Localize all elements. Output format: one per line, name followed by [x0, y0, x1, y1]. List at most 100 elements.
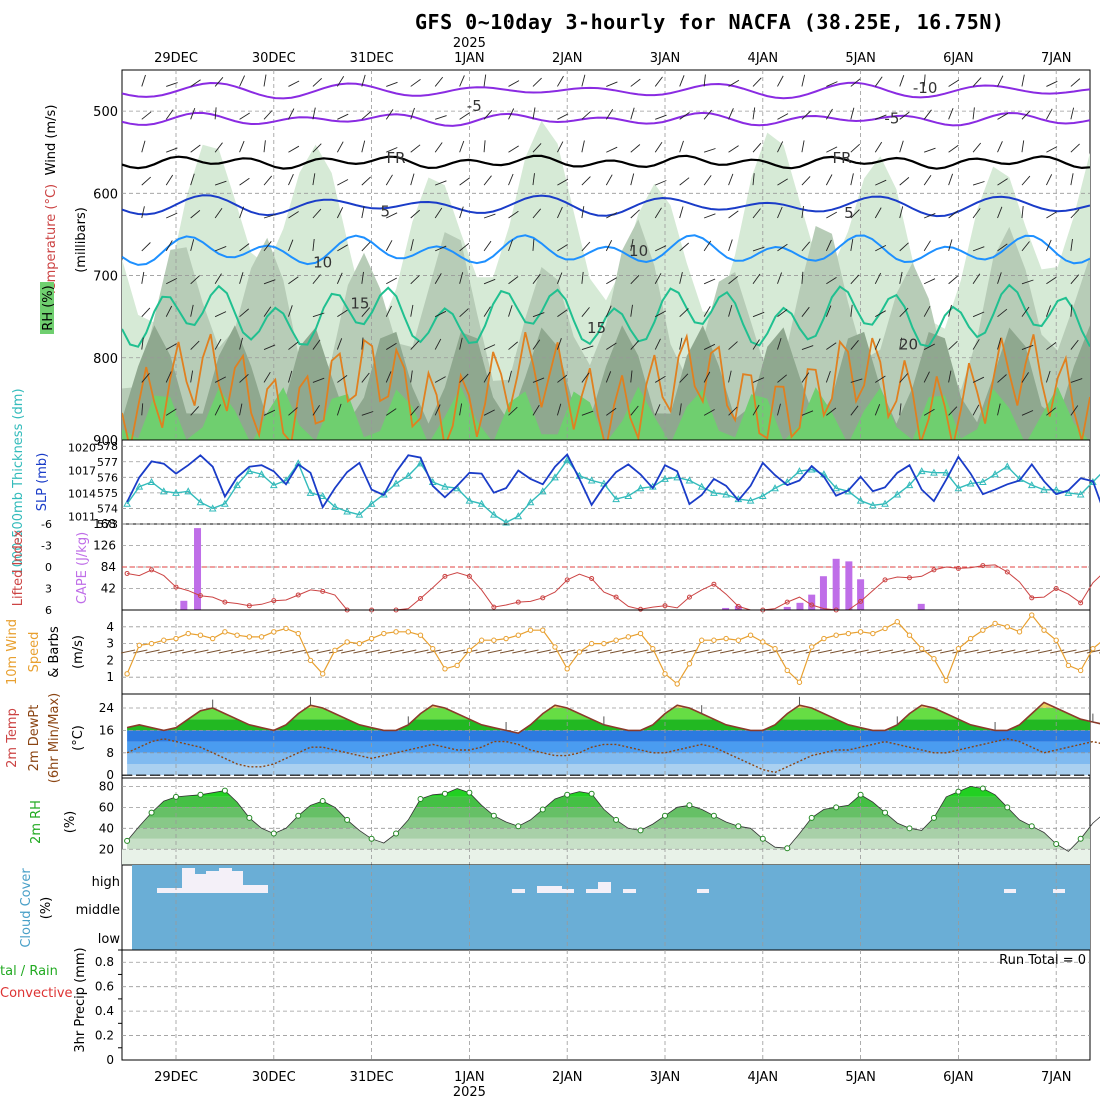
- time-label-bottom: 2JAN: [552, 1070, 583, 1085]
- wind-barb: [1021, 74, 1025, 87]
- time-label-bottom: 3JAN: [650, 1070, 681, 1085]
- wind-barb: [756, 649, 771, 654]
- wind-barb: [1062, 649, 1077, 654]
- chart-title: GFS 0~10day 3-hourly for NACFA (38.25E, …: [415, 10, 1005, 34]
- wind-barb: [1021, 372, 1029, 383]
- wind-barb: [214, 273, 222, 285]
- wind-speed-point: [1041, 627, 1047, 633]
- wind-barb: [206, 649, 221, 654]
- wind-barb: [972, 107, 975, 120]
- wind-barb: [801, 241, 811, 252]
- wind-barb: [508, 239, 514, 252]
- wind-barb: [166, 82, 178, 87]
- wind-barb: [263, 409, 276, 416]
- wind-barb: [385, 174, 393, 186]
- contour-label: 15: [587, 319, 606, 337]
- wind-barb: [654, 76, 663, 87]
- wind-barb: [630, 78, 641, 87]
- wind-barb: [923, 371, 930, 383]
- thickness-point: [685, 476, 694, 484]
- rh-point: [955, 788, 962, 795]
- wind-barb: [361, 74, 366, 87]
- time-label-bottom: 29DEC: [154, 1070, 198, 1085]
- pressure-tick: 500: [93, 105, 118, 120]
- pressure-axis-label: (millibars): [74, 207, 89, 273]
- thickness-series: [126, 459, 1100, 524]
- lifted-index-point: [124, 570, 130, 576]
- wind-barb: [630, 274, 640, 285]
- high-cloud-gap: [697, 889, 709, 893]
- pressure-tick: 700: [93, 270, 118, 285]
- wind-barb: [728, 370, 732, 383]
- wind-speed-point: [442, 666, 448, 672]
- lifted-index-point: [809, 602, 815, 608]
- temp-series: [126, 701, 1100, 735]
- wind-speed-point: [185, 630, 191, 637]
- wind-barb: [336, 76, 345, 87]
- wind-barb: [336, 141, 344, 153]
- wind-barb: [1021, 140, 1025, 153]
- wind-barb: [1046, 108, 1053, 120]
- lifted-index-point: [1053, 586, 1059, 591]
- wind-barb: [361, 241, 371, 252]
- wind-barb: [239, 243, 250, 252]
- wind-barb: [133, 649, 148, 654]
- wind-barb: [972, 339, 980, 350]
- wind-barb: [850, 173, 854, 186]
- wind-barb: [1070, 405, 1079, 416]
- wind-barb: [826, 277, 837, 285]
- wind-barb: [581, 140, 585, 153]
- wind-barb: [361, 372, 370, 383]
- wind-barb: [459, 403, 463, 416]
- wind-barb: [1070, 107, 1075, 120]
- wind-barb: [1013, 649, 1028, 654]
- wind-speed-point: [124, 671, 130, 677]
- wind-barb: [532, 377, 545, 383]
- time-label-bottom: 4JAN: [748, 1070, 779, 1085]
- lifted-index-point: [882, 577, 888, 583]
- wind-tick: 3: [106, 637, 114, 651]
- wind-barb: [214, 77, 224, 87]
- wind-barb: [548, 649, 564, 654]
- rh-point: [368, 835, 375, 842]
- rh-point: [490, 812, 497, 819]
- wind-barb: [654, 273, 662, 284]
- wind-speed-point: [955, 645, 962, 652]
- wind-axis-label: 10m Wind: [5, 619, 20, 685]
- cloud-level-middle: middle: [76, 903, 120, 918]
- temp-contour-5: [122, 194, 1090, 218]
- thickness-point: [404, 471, 413, 479]
- rh-band: [127, 786, 1090, 797]
- wind-speed-point: [271, 629, 277, 635]
- time-label-top: 1JAN: [454, 51, 485, 66]
- wind-barb: [165, 305, 173, 317]
- wind-barb: [752, 208, 761, 219]
- wind-barb: [231, 649, 246, 654]
- wind-barb: [581, 176, 591, 186]
- wind-barb: [997, 112, 1009, 120]
- wind-barb: [141, 337, 144, 350]
- wind-barb: [605, 174, 613, 186]
- wind-barb: [336, 403, 342, 416]
- rh-point: [906, 825, 913, 832]
- thickness-point: [490, 510, 498, 518]
- wind-barb: [1021, 279, 1034, 285]
- wind-barb: [891, 649, 906, 654]
- rh-band: [127, 807, 1090, 818]
- lifted-index-point: [246, 603, 252, 609]
- wind-barb: [825, 174, 833, 186]
- wind-barb: [459, 75, 465, 87]
- wind-barb: [655, 180, 667, 186]
- wind-barb: [825, 239, 832, 252]
- wind-barb: [239, 403, 243, 416]
- wind-barb: [752, 107, 756, 120]
- wind-barb: [190, 406, 200, 416]
- wind-speed-point: [258, 634, 265, 640]
- wind-barb: [1046, 211, 1057, 219]
- wind-barb: [414, 649, 429, 654]
- wind-barb: [410, 340, 420, 350]
- wind-barb: [997, 272, 1002, 284]
- wind-barb: [508, 173, 514, 186]
- high-cloud-gap: [1004, 889, 1016, 893]
- precip-legend-convective: Convective: [0, 986, 73, 1001]
